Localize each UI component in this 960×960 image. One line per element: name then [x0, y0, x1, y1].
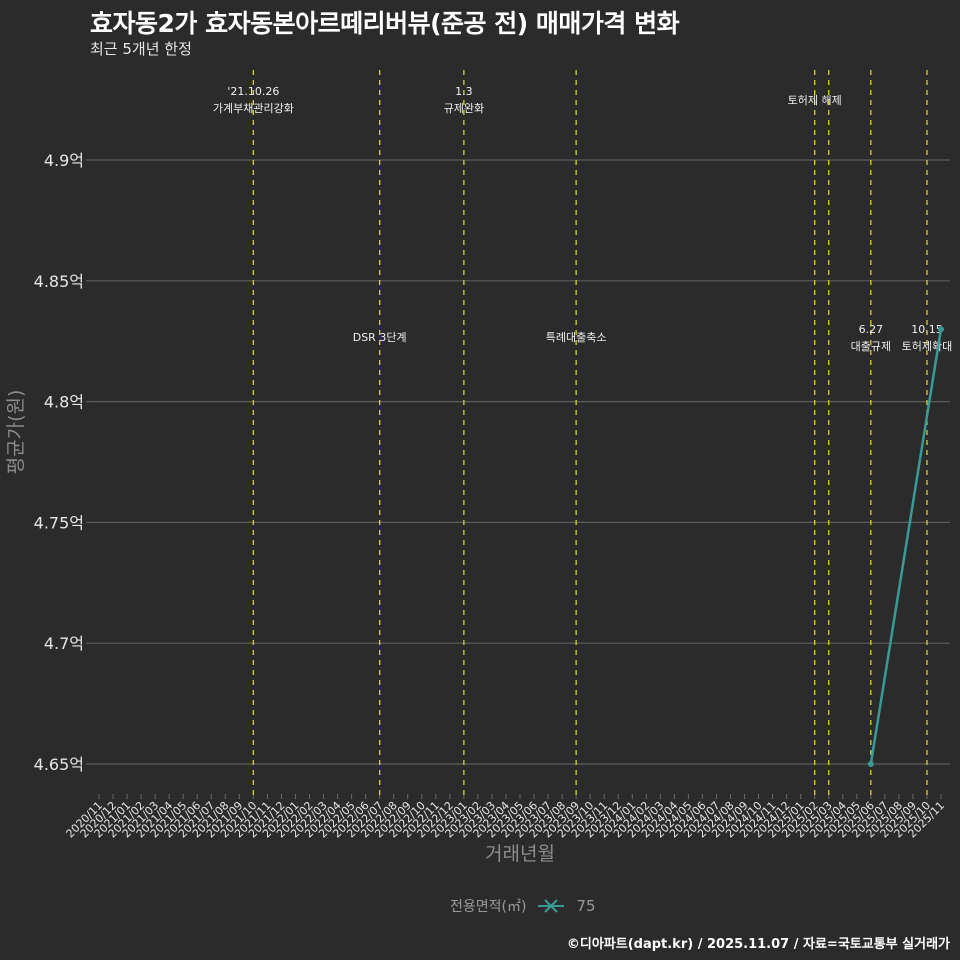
data-point [938, 326, 944, 333]
event-label: '21.10.26 [227, 85, 279, 98]
y-axis-ticks: 4.65억 4.7억 4.75억 4.8억 4.85억 4.9억 [34, 151, 84, 774]
chart-title: 효자동2가 효자동본아르떼리버뷰(준공 전) 매매가격 변화 [90, 9, 680, 38]
series-line [869, 328, 943, 765]
legend-title: 전용면적(㎡) [450, 899, 527, 915]
event-label: 특례대출축소 [546, 331, 607, 344]
event-label: 토허제 해제 [788, 93, 842, 107]
y-gridlines [86, 159, 950, 765]
legend-line-cross-icon [536, 898, 566, 914]
chart-subtitle: 최근 5개년 한정 [90, 40, 192, 58]
y-tick-label: 4.65억 [34, 755, 84, 774]
data-point [867, 761, 874, 767]
legend: 전용면적(㎡) 75 [450, 896, 596, 916]
event-label: 6.27 [859, 323, 884, 336]
event-label: 10.15 [911, 323, 943, 336]
y-tick-label: 4.9억 [44, 151, 84, 170]
event-label: 규제완화 [444, 102, 484, 115]
y-tick-label: 4.85억 [34, 272, 84, 291]
source-credit: ©디아파트(dapt.kr) / 2025.11.07 / 자료=국토교통부 실… [566, 937, 950, 952]
y-tick-label: 4.75억 [34, 513, 84, 532]
event-label: DSR 3단계 [353, 331, 407, 344]
y-tick-label: 4.7억 [44, 634, 84, 653]
event-label: 토허제확대 [902, 340, 953, 353]
x-axis-title: 거래년월 [485, 843, 555, 865]
y-tick-label: 4.8억 [44, 393, 84, 412]
event-label: 1.3 [455, 85, 473, 98]
y-axis-title: 평균가(원) [5, 390, 27, 475]
legend-item-75: 75 [576, 897, 596, 915]
event-label: 가계부채관리강화 [213, 102, 294, 115]
event-label: 대출규제 [851, 340, 891, 353]
data-series [867, 326, 944, 767]
x-axis-ticks: 2020/112020/122021/012021/022021/032021/… [64, 794, 947, 840]
